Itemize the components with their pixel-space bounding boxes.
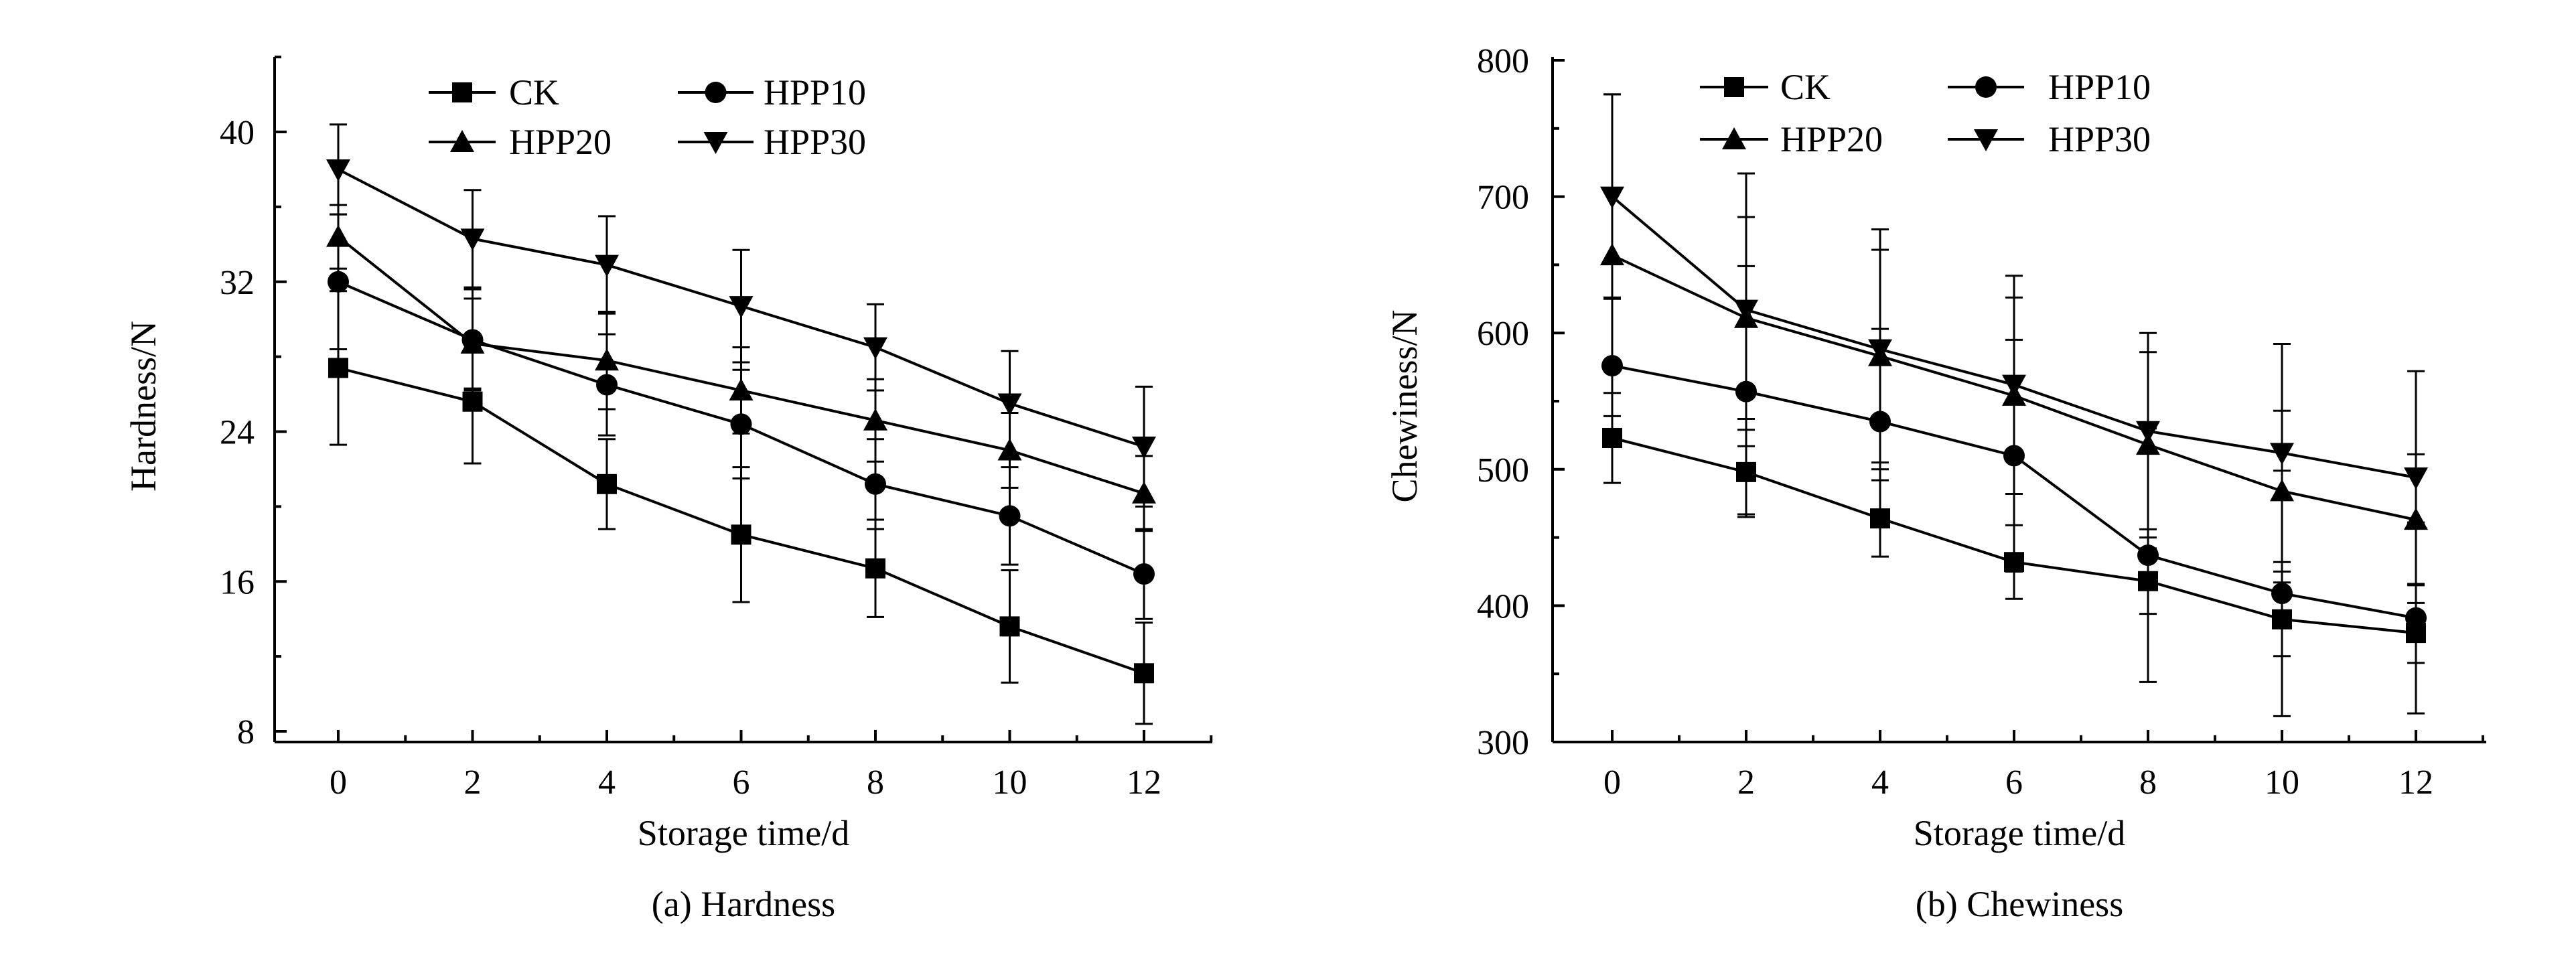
x-tick-label: 4 xyxy=(1871,763,1889,802)
data-point xyxy=(729,296,754,319)
x-tick-label: 0 xyxy=(330,763,347,802)
data-point xyxy=(595,348,619,371)
x-tick-label: 2 xyxy=(464,763,482,802)
y-tick-label: 8 xyxy=(237,713,255,751)
data-point xyxy=(597,473,617,494)
x-tick-label: 12 xyxy=(2399,763,2433,802)
data-point xyxy=(328,358,348,378)
series-hpp30 xyxy=(1600,93,2428,585)
data-point xyxy=(460,228,485,251)
legend-item-hpp30: HPP30 xyxy=(1948,119,2151,159)
legend-marker xyxy=(705,82,727,103)
data-point xyxy=(729,378,754,400)
legend-label: CK xyxy=(509,72,559,113)
y-axis-title: Chewiness/N xyxy=(1384,310,1425,503)
legend-marker xyxy=(1974,129,1998,151)
legend-marker xyxy=(1724,77,1744,97)
data-point xyxy=(2404,467,2428,490)
data-point xyxy=(1134,663,1154,684)
data-point xyxy=(2271,583,2293,605)
legend-label: HPP30 xyxy=(2048,119,2151,159)
y-tick-label: 40 xyxy=(220,114,255,152)
y-tick-label: 300 xyxy=(1477,724,1529,762)
data-point xyxy=(997,393,1022,416)
data-point xyxy=(1132,436,1156,459)
data-point xyxy=(999,505,1021,527)
x-axis-title: Storage time/d xyxy=(1914,813,2125,853)
y-tick-label: 24 xyxy=(220,414,255,452)
legend-item-ck: CK xyxy=(429,72,559,113)
legend-label: HPP20 xyxy=(1780,119,1883,159)
data-point xyxy=(326,159,350,181)
data-point xyxy=(328,271,349,293)
legend-marker xyxy=(1975,76,1997,98)
x-tick-label: 2 xyxy=(1737,763,1755,802)
data-point xyxy=(2405,607,2427,629)
legend-item-hpp10: HPP10 xyxy=(1948,67,2151,107)
legend-label: CK xyxy=(1780,67,1831,107)
data-point xyxy=(731,524,752,545)
x-tick-label: 8 xyxy=(867,763,884,802)
x-tick-label: 6 xyxy=(733,763,750,802)
data-point xyxy=(462,391,483,412)
data-point xyxy=(1734,299,1758,322)
legend-label: HPP10 xyxy=(2048,67,2151,107)
legend-marker xyxy=(1722,127,1746,149)
legend-marker xyxy=(703,132,728,154)
y-axis-title: Hardness/N xyxy=(123,321,163,492)
legend-item-hpp10: HPP10 xyxy=(678,72,866,113)
legend-marker xyxy=(450,130,474,152)
x-tick-label: 8 xyxy=(2139,763,2157,802)
legend-label: HPP10 xyxy=(764,72,866,113)
legend-item-hpp20: HPP20 xyxy=(1700,119,1883,159)
y-tick-label: 16 xyxy=(220,563,255,601)
x-tick-label: 6 xyxy=(2005,763,2023,802)
data-point xyxy=(2137,544,2159,567)
data-point xyxy=(1600,186,1624,209)
x-tick-label: 10 xyxy=(2265,763,2299,802)
series-hpp30 xyxy=(326,123,1156,508)
y-tick-label: 600 xyxy=(1477,315,1529,353)
data-point xyxy=(1868,339,1892,362)
legend-item-hpp20: HPP20 xyxy=(429,122,612,162)
data-point xyxy=(460,332,485,354)
y-tick-label: 500 xyxy=(1477,451,1529,490)
x-tick-label: 0 xyxy=(1603,763,1621,802)
data-point xyxy=(2002,374,2026,397)
data-point xyxy=(2136,421,2160,443)
legend-label: HPP30 xyxy=(764,122,866,162)
data-point xyxy=(863,337,887,360)
y-tick-label: 800 xyxy=(1477,42,1529,80)
legend-item-hpp30: HPP30 xyxy=(678,122,866,162)
data-point xyxy=(863,408,887,431)
legend-item-ck: CK xyxy=(1700,67,1831,107)
data-point xyxy=(865,473,886,495)
x-tick-label: 4 xyxy=(598,763,616,802)
data-point xyxy=(326,224,350,247)
y-tick-label: 700 xyxy=(1477,179,1529,217)
chart-chewiness: 0 2 4 6 8 10 12 300 400 500 600 700 800 Storage time/… xyxy=(1384,42,2486,924)
data-point xyxy=(1133,563,1155,585)
chart-caption: (b) Chewiness xyxy=(1916,884,2123,924)
data-point xyxy=(2270,443,2294,465)
legend-label: HPP20 xyxy=(509,122,612,162)
legend-marker xyxy=(452,82,472,102)
data-point xyxy=(865,558,885,579)
x-axis-title: Storage time/d xyxy=(638,813,849,853)
y-tick-label: 400 xyxy=(1477,587,1529,625)
x-tick-label: 10 xyxy=(993,763,1027,802)
data-point xyxy=(595,254,619,277)
data-point xyxy=(999,616,1020,637)
y-tick-label: 32 xyxy=(220,264,255,302)
x-tick-label: 12 xyxy=(1127,763,1161,802)
chart-caption: (a) Hardness xyxy=(652,884,835,924)
